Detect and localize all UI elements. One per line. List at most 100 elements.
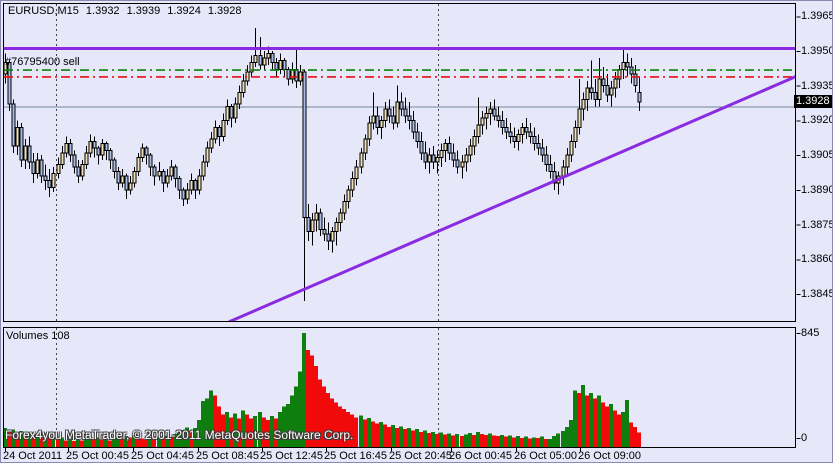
price-axis-label: 1.3845 (801, 288, 833, 301)
volume-axis-min-label: 0 (801, 432, 808, 444)
candle (395, 101, 400, 124)
candle (451, 152, 456, 161)
ohlc-close: 1.3928 (207, 5, 242, 17)
volume-bar (411, 430, 415, 447)
candle (274, 62, 279, 71)
volume-bar (112, 439, 116, 447)
volume-bar (476, 431, 480, 447)
candle (217, 126, 222, 138)
volume-bar (318, 379, 322, 447)
candle (262, 57, 267, 66)
volume-bar (524, 436, 528, 447)
candle (72, 154, 77, 168)
time-axis-label: 26 Oct 00:45 (449, 450, 512, 462)
candle (205, 147, 210, 163)
volume-bar (253, 415, 257, 447)
candle (609, 87, 614, 96)
candle (233, 103, 238, 119)
candle (512, 136, 517, 142)
candle (548, 163, 553, 172)
volume-bar (193, 428, 197, 447)
candle (371, 115, 376, 124)
time-axis-label: 25 Oct 08:45 (196, 450, 259, 462)
candle (201, 161, 206, 177)
volume-bar (423, 430, 427, 447)
volume-bar (379, 422, 383, 447)
candle (375, 115, 380, 128)
candle (56, 163, 61, 175)
candle (282, 59, 287, 71)
candle (15, 126, 20, 147)
candle (27, 145, 32, 163)
volume-bar (419, 431, 423, 447)
candle (64, 143, 69, 154)
candle (637, 92, 642, 103)
volume-bar (629, 422, 633, 447)
volume-bar (173, 434, 177, 447)
candle (197, 175, 202, 191)
price-axis-label: 1.3860 (801, 253, 833, 266)
candle (330, 231, 335, 242)
candle (581, 99, 586, 110)
volume-bar (565, 426, 569, 447)
candle (532, 136, 537, 145)
candle (76, 166, 81, 177)
volume-bar (581, 384, 585, 447)
candle (359, 152, 364, 168)
candle (112, 159, 117, 172)
volume-bar (290, 395, 294, 447)
ohlc-low: 1.3924 (167, 5, 201, 17)
volume-bar (548, 438, 552, 447)
volume-bar (552, 436, 556, 447)
volume-bar (460, 435, 464, 447)
volume-bar (241, 410, 245, 447)
volume-bar (480, 434, 484, 447)
trendline[interactable] (228, 75, 796, 321)
volume-bar (72, 440, 76, 447)
volume-bar (540, 436, 544, 447)
candle (96, 147, 101, 156)
volume-bar (23, 434, 27, 447)
candle (108, 150, 113, 161)
candle (354, 166, 359, 179)
candle (148, 154, 153, 168)
volume-bar (338, 406, 342, 447)
candle (528, 131, 533, 138)
volume-bar (84, 438, 88, 447)
candle (363, 138, 368, 154)
volume-bar (197, 420, 201, 447)
candle (124, 175, 129, 191)
volume-bar (367, 417, 371, 447)
volume-bar (407, 427, 411, 447)
candle (589, 87, 594, 94)
volume-bar (601, 402, 605, 447)
ohlc-open: 1.3932 (85, 5, 120, 17)
candle (524, 126, 529, 133)
volume-bar (245, 414, 249, 447)
candle (516, 133, 521, 142)
volume-bar (278, 411, 282, 447)
candle (403, 108, 408, 117)
volume-bar (140, 438, 144, 447)
volume-bar (15, 433, 19, 447)
volume-bar (209, 390, 213, 447)
candle (633, 73, 638, 87)
candle (249, 62, 254, 73)
volume-bar (451, 435, 455, 447)
price-axis-label: 1.3875 (801, 218, 833, 231)
volume-bar (427, 433, 431, 447)
volume-bar (116, 437, 120, 447)
candle (480, 117, 485, 126)
volume-bar (496, 436, 500, 447)
candle (80, 163, 85, 177)
volume-bar (270, 415, 274, 447)
candle (47, 180, 52, 189)
volume-bar (508, 435, 512, 447)
candle (439, 150, 444, 158)
volume-bar (165, 435, 169, 447)
volume-bar (181, 430, 185, 447)
price-axis-label: 1.3905 (801, 149, 833, 162)
candle (379, 119, 384, 128)
candle (209, 138, 214, 149)
